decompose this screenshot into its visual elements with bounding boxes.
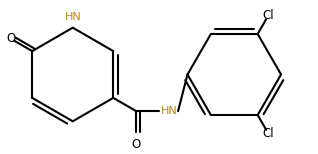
Text: O: O — [6, 32, 16, 45]
Text: Cl: Cl — [262, 127, 274, 140]
Text: HN: HN — [64, 12, 81, 22]
Text: Cl: Cl — [262, 9, 274, 22]
Text: O: O — [132, 138, 141, 151]
Text: HN: HN — [161, 106, 178, 116]
